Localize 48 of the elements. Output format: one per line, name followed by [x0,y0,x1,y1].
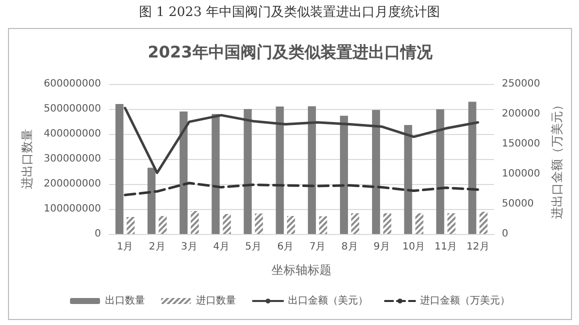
bar [308,106,316,234]
bar [180,112,188,234]
y2-tick-label: 150000 [502,138,540,150]
bar [244,109,252,234]
legend-label: 进口数量 [196,294,236,306]
y2-tick-label: 0 [502,228,508,240]
x-tick-label: 7月 [309,242,326,252]
bar [372,110,380,234]
y2-tick-label: 200000 [502,108,540,120]
chart-subtitle: 2023年中国阀门及类似装置进出口情况 [148,42,434,62]
x-tick-label: 2月 [148,242,166,252]
line-series [124,106,480,174]
bar [148,168,156,234]
bar [276,106,284,234]
x-tick-label: 8月 [341,242,358,252]
bar [212,114,220,234]
bar [404,125,412,234]
bar [340,116,348,234]
x-tick-label: 6月 [277,242,294,252]
bar [468,102,476,234]
y-axis-title: 进出口数量 [20,129,34,189]
x-tick-label: 3月 [181,242,198,252]
legend-label: 进口金额（万美元） [420,294,510,306]
legend-label: 出口金额（美元） [288,294,368,306]
y-tick-label: 500000000 [44,104,101,114]
bar [115,104,124,234]
bar [436,109,444,234]
line-series [124,182,480,196]
x-tick-label: 5月 [245,242,262,252]
y-tick-label: 600000000 [44,78,101,90]
y-tick-label: 200000000 [44,178,101,190]
y2-axis-title: 进出口金额（万美元） [550,99,564,219]
x-tick-label: 9月 [373,242,390,252]
legend-label: 出口数量 [105,294,145,306]
y-tick-label: 300000000 [44,154,101,164]
x-tick-label: 10月 [402,242,426,252]
x-tick-label: 1月 [116,242,134,252]
y-tick-label: 0 [94,228,101,240]
y-tick-label: 100000000 [44,204,101,214]
x-tick-label: 4月 [213,242,230,252]
x-tick-label: 11月 [434,242,458,252]
chart-title: 图 1 2023 年中国阀门及类似装置进出口月度统计图 [138,4,441,21]
y-tick-label: 400000000 [44,128,101,140]
y2-tick-label: 50000 [502,198,534,210]
x-tick-label: 12月 [466,242,490,252]
y2-tick-label: 100000 [502,168,540,180]
x-axis-title: 坐标轴标题 [271,263,332,277]
y2-tick-label: 250000 [502,78,540,90]
